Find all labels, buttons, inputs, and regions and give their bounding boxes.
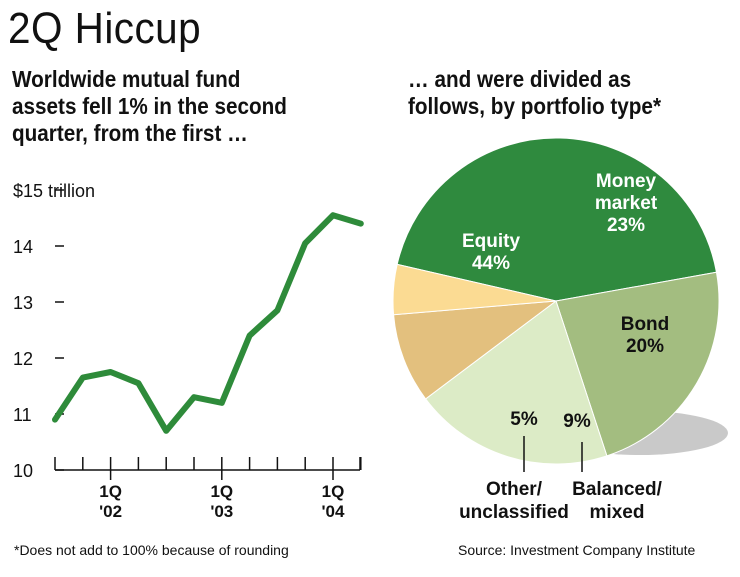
- pie-category-label: market: [595, 193, 658, 214]
- source-note: Source: Investment Company Institute: [458, 542, 696, 558]
- x-tick-label: '02: [99, 502, 122, 521]
- pie-chart-subtitle-line: follows, by portfolio type*: [408, 93, 662, 119]
- line-chart-subtitle-line: quarter, from the first …: [12, 120, 248, 146]
- x-tick-label: '03: [210, 502, 233, 521]
- pie-slice-bond: [424, 300, 608, 465]
- pie-category-label: Bond: [621, 314, 670, 335]
- x-tick-label: 1Q: [99, 482, 122, 501]
- pie-slice-other-unclassified: [392, 263, 557, 316]
- pie-value-label: 20%: [626, 336, 664, 357]
- x-tick-label: 1Q: [210, 482, 233, 501]
- footnote: *Does not add to 100% because of roundin…: [14, 542, 289, 558]
- line-chart-subtitle-line: Worldwide mutual fund: [12, 66, 241, 92]
- series-line: [52, 212, 364, 434]
- x-tick-label: 1Q: [322, 482, 345, 501]
- pie-category-label: unclassified: [459, 502, 569, 523]
- pie-slice-balanced-mixed: [393, 300, 558, 400]
- pie-slice-money-market: [555, 271, 720, 457]
- pie-value-label: 5%: [510, 409, 538, 430]
- chart-title: 2Q Hiccup: [8, 4, 202, 53]
- pie-chart-subtitle: … and were divided as follows, by portfo…: [408, 66, 714, 120]
- pie-value-label: 23%: [607, 215, 645, 236]
- pie-slice-equity: [396, 137, 718, 302]
- x-tick-label: '04: [322, 502, 345, 521]
- pie-category-label: Other/: [486, 479, 543, 500]
- pie-chart-subtitle-line: … and were divided as: [408, 66, 632, 92]
- y-tick-label: $15 trillion: [13, 181, 95, 201]
- y-tick-label: 14: [13, 237, 33, 257]
- y-tick-label: 11: [13, 405, 32, 425]
- pie-category-label: Money: [596, 171, 657, 192]
- pie-value-label: 9%: [563, 411, 591, 432]
- pie-category-label: mixed: [590, 502, 645, 523]
- line-chart-subtitle-line: assets fell 1% in the second: [12, 93, 287, 119]
- line-chart-subtitle: Worldwide mutual fund assets fell 1% in …: [12, 66, 309, 147]
- pie-category-label: Balanced/: [572, 479, 662, 500]
- y-tick-label: 12: [13, 349, 33, 369]
- pie-value-label: 44%: [472, 253, 510, 274]
- pie-category-label: Equity: [462, 231, 520, 252]
- y-tick-label: 10: [13, 461, 33, 481]
- y-tick-label: 13: [13, 293, 33, 313]
